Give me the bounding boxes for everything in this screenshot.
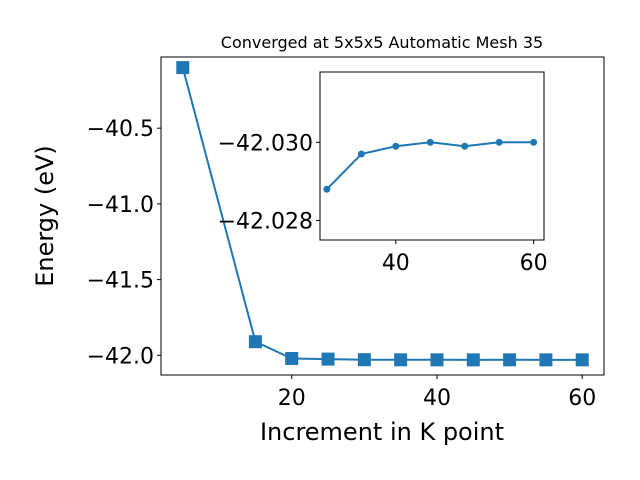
inset-data-point	[323, 185, 331, 193]
main-ytick-label: −40.5	[87, 117, 154, 142]
inset-data-point	[426, 138, 434, 146]
inset-data-point	[357, 150, 365, 158]
inset-plot: −42.030 −42.028 40 60	[218, 71, 548, 276]
main-data-point	[321, 352, 335, 366]
inset-background	[320, 72, 544, 240]
main-data-point	[430, 353, 444, 367]
main-ytick-label: −42.0	[87, 344, 154, 369]
main-xtick-label: 20	[278, 386, 306, 411]
inset-data-point	[461, 142, 469, 150]
x-axis-label: Increment in K point	[260, 418, 504, 446]
main-plot-frame	[160, 56, 605, 376]
inset-xtick-label: 40	[382, 251, 410, 276]
inset-data-point	[392, 142, 400, 150]
main-data-point	[394, 353, 408, 367]
main-data-point	[503, 353, 517, 367]
main-xtick-label: 40	[423, 386, 451, 411]
inset-data-point	[530, 138, 538, 146]
main-plot: −40.5 −41.0 −41.5 −42.0 20 40 60	[87, 56, 605, 411]
main-data-point	[539, 353, 553, 367]
inset-xtick-label: 60	[520, 251, 548, 276]
main-data-point	[176, 61, 190, 75]
main-ytick-label: −41.5	[87, 269, 154, 294]
inset-frame	[319, 71, 545, 241]
main-data-point	[466, 353, 480, 367]
chart-title: Converged at 5x5x5 Automatic Mesh 35	[221, 33, 543, 52]
inset-ytick-label: −42.030	[218, 131, 313, 156]
y-axis-label: Energy (eV)	[31, 145, 59, 287]
main-data-point	[575, 353, 589, 367]
inset-data-point	[495, 138, 503, 146]
main-data-point	[248, 335, 262, 349]
main-xtick-label: 60	[568, 386, 596, 411]
main-ytick-label: −41.0	[87, 193, 154, 218]
main-data-point	[285, 351, 299, 365]
main-data-point	[357, 353, 371, 367]
inset-ytick-label: −42.028	[218, 209, 313, 234]
